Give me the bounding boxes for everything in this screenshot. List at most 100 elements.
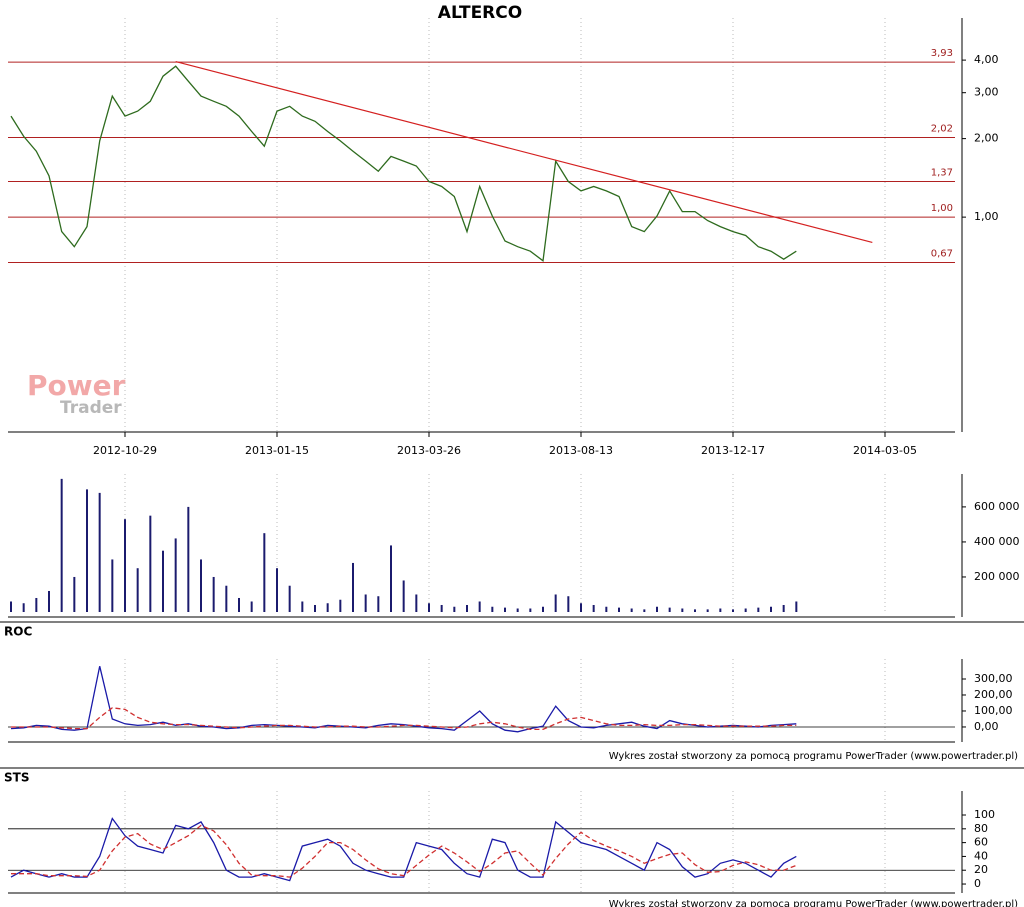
bar: [111, 559, 114, 612]
bar: [402, 580, 405, 612]
bar: [288, 585, 291, 612]
level-label: 2,02: [931, 123, 953, 134]
chart-title: ALTERCO: [438, 3, 522, 23]
watermark: Power: [27, 369, 126, 402]
level-label: 1,37: [931, 167, 953, 178]
bar: [250, 601, 253, 612]
bar: [225, 585, 228, 612]
series-line: [10, 65, 797, 262]
series-line: [11, 707, 797, 731]
bar: [136, 568, 139, 612]
y-tick-label: 4,00: [974, 53, 999, 66]
bar: [60, 478, 63, 612]
bar: [35, 597, 38, 612]
bar: [491, 606, 494, 612]
bar: [352, 562, 354, 612]
y-tick-label: 600 000: [974, 500, 1020, 513]
y-tick-label: 100,00: [974, 704, 1013, 717]
y-tick-label: 80: [974, 822, 988, 835]
bar: [10, 601, 12, 612]
bar: [681, 608, 684, 612]
x-tick-label: 2013-01-15: [245, 444, 309, 457]
x-tick-label: 2012-10-29: [93, 444, 157, 457]
watermark: Trader: [60, 398, 122, 418]
bar: [504, 607, 506, 612]
bar: [795, 601, 798, 612]
bar: [643, 609, 646, 612]
bar: [98, 492, 101, 612]
panel-label: STS: [4, 771, 29, 785]
bar: [86, 489, 88, 612]
x-tick-label: 2013-08-13: [549, 444, 613, 457]
bar: [732, 609, 734, 612]
y-tick-label: 2,00: [974, 132, 999, 145]
bar: [529, 608, 532, 612]
series-line: [10, 666, 797, 733]
bar: [782, 604, 785, 612]
bar: [174, 538, 177, 612]
bar: [187, 506, 190, 612]
x-tick-label: 2013-03-26: [397, 444, 461, 457]
bar: [440, 604, 443, 612]
bar: [162, 550, 164, 612]
bar: [567, 596, 570, 612]
y-tick-label: 200,00: [974, 688, 1013, 701]
bar: [149, 515, 152, 612]
x-tick-label: 2013-12-17: [701, 444, 765, 457]
bar: [453, 606, 456, 612]
level-label: 1,00: [931, 203, 953, 214]
bar: [22, 603, 25, 612]
y-tick-label: 200 000: [974, 570, 1020, 583]
bar: [364, 594, 367, 612]
footer: Wykres został stworzony za pomocą progra…: [609, 899, 1018, 907]
bar: [668, 607, 671, 612]
bar: [478, 601, 481, 612]
y-tick-label: 400 000: [974, 535, 1020, 548]
bar: [238, 597, 240, 612]
bar: [605, 606, 608, 612]
bar: [212, 576, 215, 612]
bar: [377, 596, 380, 612]
bar: [124, 519, 126, 612]
level-label: 3,93: [931, 48, 953, 59]
bar: [326, 603, 329, 612]
y-tick-label: 300,00: [974, 672, 1013, 685]
bar: [200, 559, 202, 612]
bar: [301, 601, 304, 612]
y-tick-label: 40: [974, 849, 988, 862]
bar: [618, 607, 620, 612]
bar: [314, 604, 316, 612]
bar: [630, 608, 633, 612]
bar: [770, 606, 772, 612]
bar: [73, 576, 76, 612]
bar: [466, 604, 468, 612]
bar: [656, 606, 658, 612]
y-tick-label: 0,00: [974, 720, 999, 733]
bar: [744, 608, 747, 612]
bar: [516, 608, 519, 612]
level-label: 0,67: [931, 248, 953, 259]
bar: [263, 533, 266, 612]
y-tick-label: 60: [974, 836, 988, 849]
y-tick-label: 0: [974, 877, 981, 890]
bar: [757, 607, 760, 612]
bar: [592, 604, 595, 612]
bar: [339, 599, 342, 612]
bar: [48, 590, 50, 612]
bar: [390, 545, 392, 612]
bar: [428, 603, 430, 612]
trend-line: [175, 60, 873, 243]
bar: [542, 606, 544, 612]
bar: [580, 603, 582, 612]
bar: [719, 608, 722, 612]
bar: [415, 594, 418, 612]
bar: [276, 568, 278, 612]
y-tick-label: 3,00: [974, 86, 999, 99]
footer: Wykres został stworzony za pomocą progra…: [609, 751, 1018, 762]
panel-label: ROC: [4, 625, 32, 639]
y-tick-label: 100: [974, 808, 995, 821]
y-tick-label: 20: [974, 863, 988, 876]
bar: [706, 609, 709, 612]
bar: [554, 594, 557, 612]
